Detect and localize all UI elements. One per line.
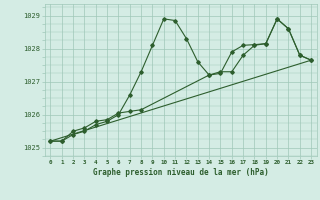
X-axis label: Graphe pression niveau de la mer (hPa): Graphe pression niveau de la mer (hPa) (93, 168, 269, 177)
